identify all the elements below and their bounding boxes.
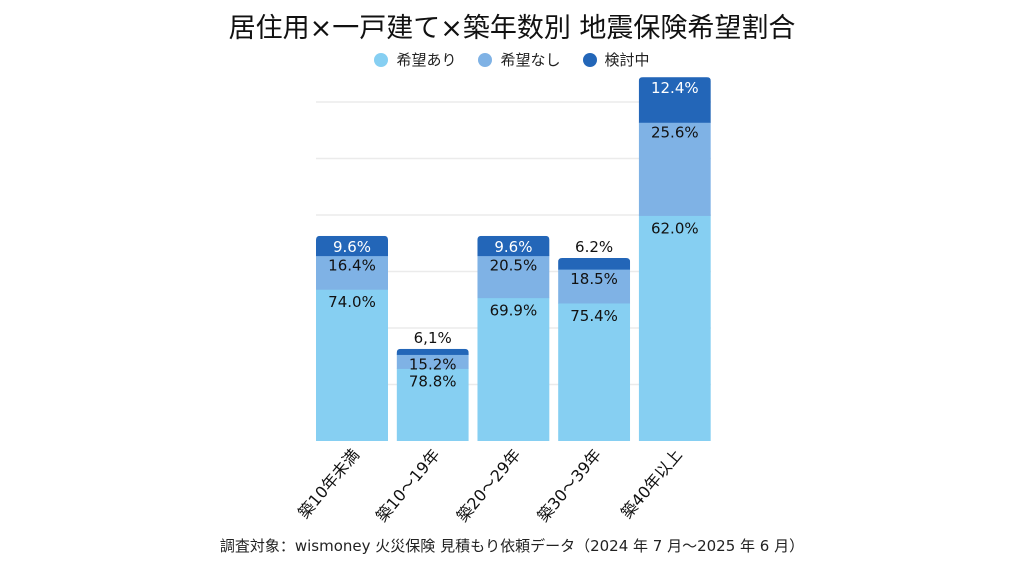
legend-swatch — [374, 52, 389, 67]
bar-segment — [638, 77, 711, 123]
x-tick-label: 築40年以上 — [617, 445, 686, 522]
data-label: 18.5% — [570, 270, 618, 288]
bar-segment — [477, 235, 550, 257]
x-tick-label: 築10年未満 — [294, 445, 363, 522]
bar-segment — [638, 215, 711, 441]
data-label: 9.6% — [494, 238, 532, 256]
data-label: 9.6% — [333, 238, 371, 256]
legend-swatch — [478, 52, 493, 67]
data-label: 69.9% — [490, 302, 538, 320]
bar-segment — [316, 289, 388, 441]
bar-segment — [638, 122, 711, 216]
x-tick-label: 築30〜39年 — [534, 445, 606, 525]
chart-title: 居住用×一戸建て×築年数別 地震保険希望割合 — [228, 13, 796, 44]
data-label: 20.5% — [490, 257, 538, 275]
x-tick-label: 築20〜29年 — [453, 445, 525, 525]
data-label: 16.4% — [328, 257, 376, 275]
source-note: 調査対象：wismoney 火災保険 見積もり依頼データ（2024 年 7 月〜… — [219, 537, 805, 555]
bar-segment — [558, 269, 631, 304]
bar-segment — [316, 255, 388, 290]
legend-item-yes: 希望あり — [374, 49, 456, 70]
bar-segment — [316, 235, 388, 257]
legend-item-no: 希望なし — [478, 49, 561, 70]
x-tick-label: 築10〜19年 — [372, 445, 444, 525]
bar-segment — [396, 354, 469, 369]
legend-label: 希望あり — [396, 51, 457, 69]
data-label: 12.4% — [651, 79, 699, 97]
bar-segment — [477, 255, 550, 299]
data-label: 6,1% — [414, 329, 452, 347]
bar-segment — [477, 297, 550, 441]
legend: 希望あり 希望なし 検討中 — [0, 49, 1024, 70]
data-label: 74.0% — [328, 293, 376, 311]
bar-segment — [396, 368, 469, 441]
legend-label: 希望なし — [500, 51, 561, 69]
legend-swatch — [582, 52, 597, 67]
data-label: 75.4% — [570, 307, 618, 325]
bar-segment — [396, 348, 469, 355]
legend-item-considering: 検討中 — [582, 49, 650, 70]
bar-segment — [558, 257, 631, 270]
bar-segment — [558, 302, 631, 441]
data-label: 25.6% — [651, 123, 699, 141]
data-label: 62.0% — [651, 219, 699, 237]
data-label: 6.2% — [575, 238, 613, 256]
data-label: 78.8% — [409, 372, 457, 390]
data-label: 15.2% — [409, 355, 457, 373]
legend-label: 検討中 — [604, 51, 650, 69]
